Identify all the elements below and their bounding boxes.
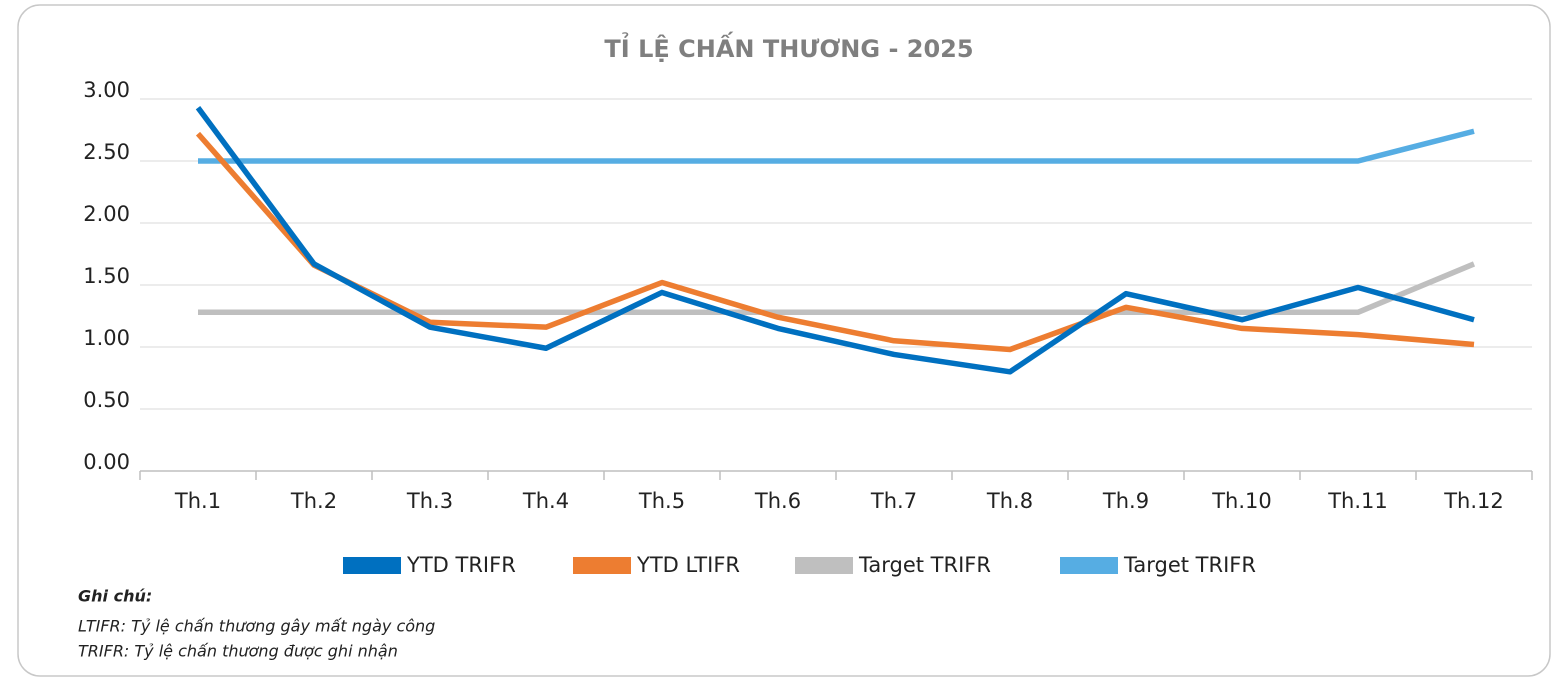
note-line: TRIFR: Tỷ lệ chấn thương được ghi nhận [78,642,398,661]
chart-title: TỈ LỆ CHẤN THƯƠNG - 2025 [604,30,973,63]
x-tick-label: Th.1 [174,489,221,513]
series-line [195,106,1475,375]
x-tick-label: Th.5 [638,489,685,513]
y-tick-label: 2.50 [83,140,130,164]
x-tick-label: Th.12 [1443,489,1504,513]
legend-label: YTD TRIFR [406,553,516,577]
y-tick-label: 1.50 [83,264,130,288]
x-tick-label: Th.9 [1102,489,1149,513]
y-tick-label: 3.00 [83,78,130,102]
y-tick-label: 1.00 [83,326,130,350]
x-tick-label: Th.4 [522,489,569,513]
legend-label: Target TRIFR [858,553,991,577]
x-tick-label: Th.8 [986,489,1033,513]
series-line [198,128,1475,164]
note-heading: Ghi chú: [78,587,152,606]
legend-swatch [795,557,853,574]
series-line [195,131,1475,353]
legend-label: Target TRIFR [1123,553,1256,577]
x-tick-label: Th.11 [1327,489,1388,513]
x-tick-label: Th.3 [406,489,453,513]
y-tick-label: 0.00 [83,450,130,474]
x-tick-label: Th.10 [1211,489,1272,513]
legend-swatch [343,557,401,574]
note-line: LTIFR: Tỷ lệ chấn thương gây mất ngày cô… [78,617,435,636]
x-tick-label: Th.7 [870,489,917,513]
y-tick-label: 2.00 [83,202,130,226]
legend-swatch [1060,557,1118,574]
card [17,4,1551,677]
legend-label: YTD LTIFR [636,553,740,577]
legend-swatch [573,557,631,574]
x-tick-label: Th.2 [290,489,337,513]
x-tick-label: Th.6 [754,489,801,513]
y-tick-label: 0.50 [83,388,130,412]
